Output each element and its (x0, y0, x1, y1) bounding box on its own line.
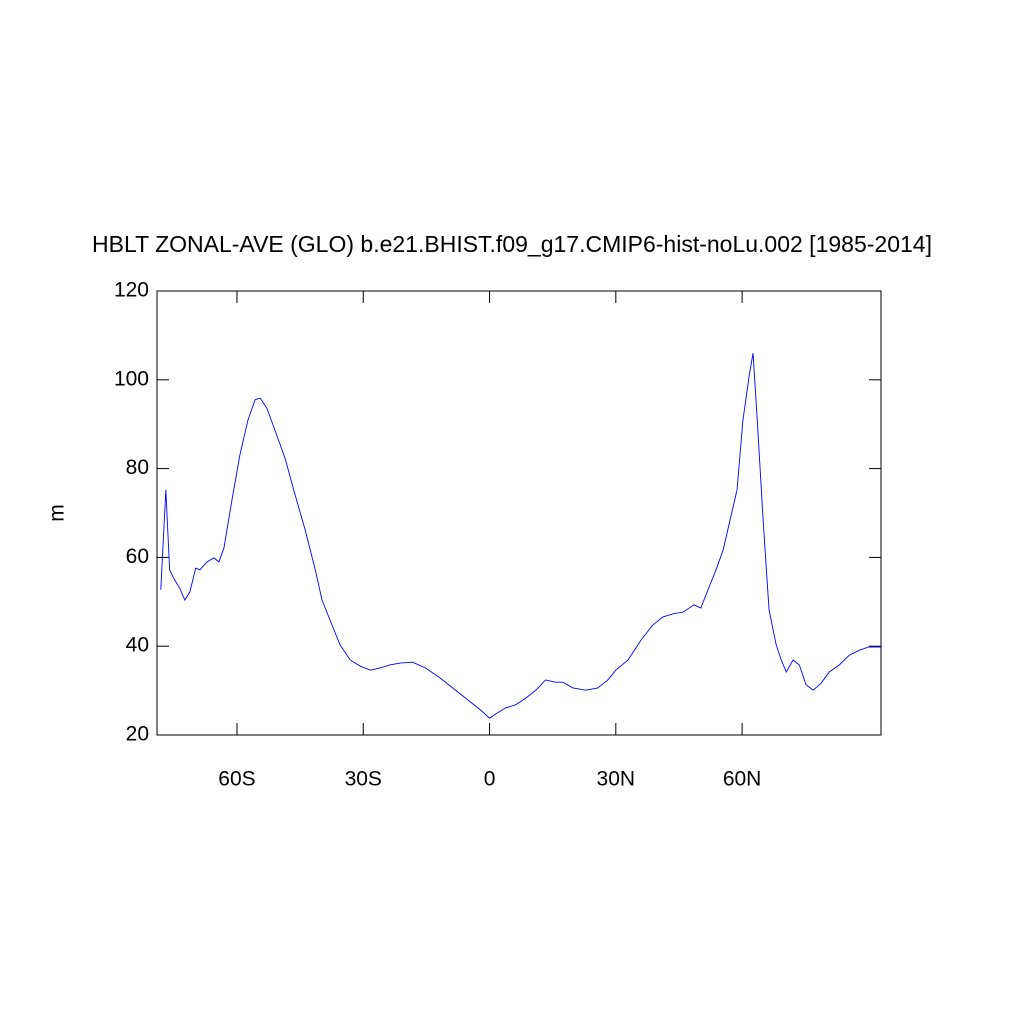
x-tick-label: 60S (218, 768, 255, 791)
y-axis-label: m (46, 504, 69, 522)
y-tick-label: 80 (126, 456, 149, 479)
x-tick-label: 30S (345, 768, 382, 791)
y-tick-label: 120 (114, 279, 149, 302)
x-tick-label: 0 (484, 768, 496, 791)
y-tick-label: 100 (114, 367, 149, 390)
plot-frame (156, 290, 882, 736)
chart-title: HBLT ZONAL-AVE (GLO) b.e21.BHIST.f09_g17… (92, 231, 932, 257)
y-tick-label: 40 (126, 634, 149, 657)
data-line (160, 353, 881, 719)
y-tick-label: 20 (126, 723, 149, 746)
x-tick-label: 60N (723, 768, 762, 791)
x-tick-label: 30N (597, 768, 636, 791)
y-tick-label: 60 (126, 545, 149, 568)
